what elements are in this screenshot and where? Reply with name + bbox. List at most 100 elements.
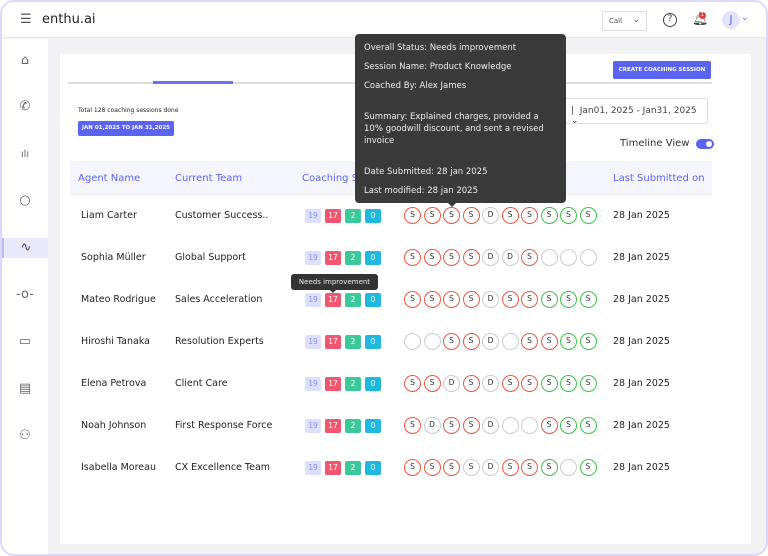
good-count-badge[interactable]: 2 [345,377,361,391]
session-circle[interactable]: S [501,291,519,308]
session-circle[interactable] [560,249,577,266]
table-row[interactable]: Elena Petrova Client Care 19 17 2 0 S S D S D S S S S S… [70,363,712,405]
session-circle[interactable]: S [560,375,577,392]
add-user-icon[interactable]: ⚇ [19,428,31,443]
needs-improvement-count-badge[interactable]: 17 [325,293,341,307]
session-circle[interactable]: D [482,375,499,392]
session-circle[interactable] [560,459,577,476]
agent-name[interactable]: Noah Johnson [81,420,147,431]
good-count-badge[interactable]: 2 [345,419,361,433]
session-circle[interactable]: S [423,375,441,392]
session-circle[interactable]: S [443,459,460,476]
session-circle[interactable]: S [540,375,558,392]
session-circle[interactable]: D [482,417,499,434]
document-icon[interactable]: ▤ [18,381,32,396]
good-count-badge[interactable]: 2 [345,335,361,349]
session-circle[interactable]: S [404,207,421,224]
session-circle[interactable]: S [501,459,519,476]
needs-improvement-count-badge[interactable]: 17 [325,251,341,265]
header-last-submitted[interactable]: Last Submitted on [613,173,705,184]
activity-icon[interactable]: ∿ [2,238,48,258]
date-range-picker[interactable]: | Jan01, 2025 - Jan31, 2025 ⌄ [560,98,708,126]
session-circle[interactable]: S [521,333,538,350]
pending-count-badge[interactable]: 0 [365,419,381,433]
pending-count-badge[interactable]: 0 [365,461,381,475]
session-circle[interactable] [540,249,558,266]
session-circle[interactable] [423,333,441,350]
session-circle[interactable]: S [423,459,441,476]
agent-name[interactable]: Hiroshi Tanaka [81,336,150,347]
session-circle[interactable] [579,249,597,266]
session-circle[interactable]: S [404,417,421,434]
session-circle[interactable]: S [540,417,558,434]
session-circle[interactable]: S [462,207,480,224]
agent-name[interactable]: Mateo Rodrigue [81,294,156,305]
session-circle[interactable]: S [462,291,480,308]
session-circle[interactable]: S [521,249,538,266]
session-circle[interactable]: D [482,207,499,224]
table-row[interactable]: Noah Johnson First Response Force 19 17 2 0 S D… [70,405,712,447]
bar-chart-icon[interactable]: ılı [20,149,30,160]
good-count-badge[interactable]: 2 [345,461,361,475]
session-circle[interactable]: S [560,291,577,308]
header-current-team[interactable]: Current Team [175,173,243,184]
agent-name[interactable]: Sophia Müller [81,252,146,263]
total-count-badge[interactable]: 19 [305,461,321,475]
pending-count-badge[interactable]: 0 [365,377,381,391]
timeline-view-toggle[interactable] [696,139,714,149]
session-circle[interactable]: S [404,459,421,476]
create-coaching-session-button[interactable]: CREATE COACHING SESSION [613,61,711,79]
session-circle[interactable]: S [540,333,558,350]
good-count-badge[interactable]: 2 [345,251,361,265]
needs-improvement-count-badge[interactable]: 17 [325,419,341,433]
pending-count-badge[interactable]: 0 [365,293,381,307]
session-circle[interactable] [404,333,421,350]
session-circle[interactable]: S [443,249,460,266]
session-circle[interactable]: D [482,459,499,476]
table-row[interactable]: Isabella Moreau CX Excellence Team 19 17 2 0 S… [70,447,712,489]
session-circle[interactable]: S [443,291,460,308]
header-agent-name[interactable]: Agent Name [78,173,141,184]
commit-icon[interactable]: -o- [16,287,34,302]
session-circle[interactable] [501,333,519,350]
session-circle[interactable]: S [540,459,558,476]
agent-name[interactable]: Liam Carter [81,210,137,221]
session-circle[interactable]: S [540,291,558,308]
help-icon[interactable]: ? [663,13,677,27]
pending-count-badge[interactable]: 0 [365,251,381,265]
total-count-badge[interactable]: 19 [305,251,321,265]
session-circle[interactable]: S [540,207,558,224]
session-circle[interactable]: D [501,249,519,266]
total-count-badge[interactable]: 19 [305,209,321,223]
session-circle[interactable]: S [443,207,460,224]
total-count-badge[interactable]: 19 [305,377,321,391]
needs-improvement-count-badge[interactable]: 17 [325,335,341,349]
table-row[interactable]: Sophia Müller Global Support 19 17 2 0 S S S S D D S… [70,237,712,279]
session-circle[interactable]: S [501,375,519,392]
session-circle[interactable]: S [404,291,421,308]
header-coaching-sessions[interactable]: Coaching S [302,173,359,184]
session-circle[interactable]: S [423,207,441,224]
session-circle[interactable]: S [423,291,441,308]
session-circle[interactable]: S [501,207,519,224]
needs-improvement-count-badge[interactable]: 17 [325,209,341,223]
book-icon[interactable]: ▭ [18,334,32,349]
session-circle[interactable]: S [579,459,597,476]
session-circle[interactable]: S [443,417,460,434]
search-icon[interactable]: ○ [19,193,31,208]
chevron-down-icon[interactable]: ⌄ [741,13,749,23]
pending-count-badge[interactable]: 0 [365,209,381,223]
table-row[interactable]: Liam Carter Customer Success.. 19 17 2 0 S S S S D… [70,195,712,237]
session-circle[interactable]: D [482,333,499,350]
session-circle[interactable]: D [423,417,441,434]
menu-icon[interactable]: ☰ [20,12,32,27]
session-circle[interactable]: S [560,207,577,224]
session-circle[interactable] [521,417,538,434]
session-circle[interactable]: S [443,333,460,350]
session-circle[interactable]: S [404,375,421,392]
session-circle[interactable]: S [579,417,597,434]
session-circle[interactable]: D [482,249,499,266]
session-circle[interactable]: S [560,417,577,434]
good-count-badge[interactable]: 2 [345,209,361,223]
table-row[interactable]: Hiroshi Tanaka Resolution Experts 19 17 2 0 S S… [70,321,712,363]
